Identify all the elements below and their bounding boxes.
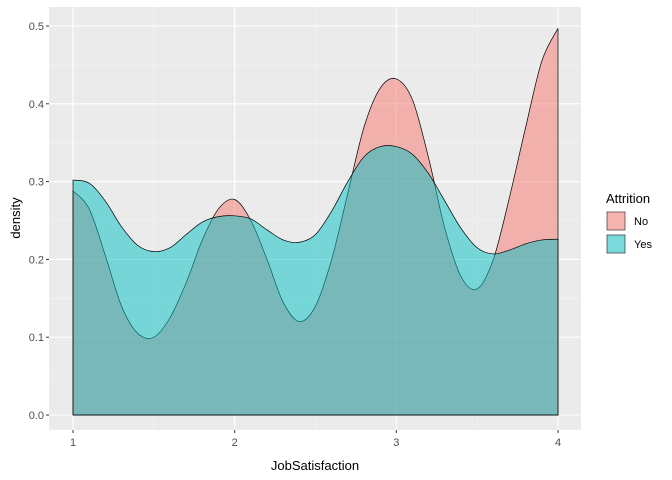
x-tick-label: 4 — [555, 437, 561, 449]
legend: Attrition No Yes — [606, 191, 652, 254]
y-tick-label: 0.0 — [29, 410, 44, 422]
y-axis-ticks: 0.0 0.1 0.2 0.3 0.4 0.5 — [29, 21, 49, 422]
y-tick-label: 0.2 — [29, 254, 44, 266]
x-tick-label: 2 — [232, 437, 238, 449]
density-areas — [72, 28, 559, 416]
x-tick-label: 3 — [393, 437, 399, 449]
y-tick-label: 0.3 — [29, 177, 44, 189]
legend-label-no: No — [634, 216, 648, 228]
density-area-yes — [72, 145, 559, 416]
y-axis-title: density — [8, 197, 23, 239]
legend-swatch-yes — [606, 234, 626, 254]
y-tick-label: 0.1 — [29, 332, 44, 344]
x-axis-ticks: 1 2 3 4 — [70, 430, 561, 449]
x-axis-title: JobSatisfaction — [271, 458, 359, 473]
legend-swatch-no — [606, 211, 626, 231]
y-tick-label: 0.5 — [29, 21, 44, 33]
x-tick-label: 1 — [70, 437, 76, 449]
legend-label-yes: Yes — [634, 239, 652, 251]
y-tick-label: 0.4 — [29, 99, 44, 111]
legend-title: Attrition — [606, 191, 650, 206]
